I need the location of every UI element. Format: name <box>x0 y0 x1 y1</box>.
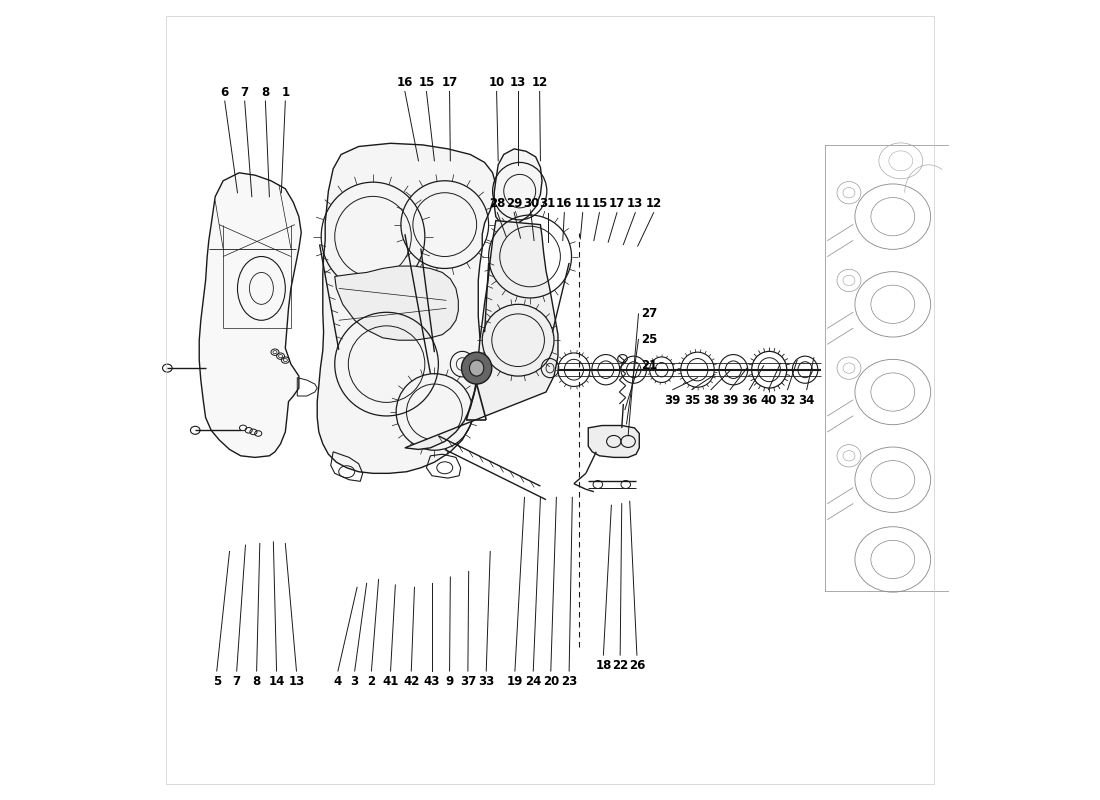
Text: 27: 27 <box>641 307 657 321</box>
Text: 41: 41 <box>383 675 398 688</box>
Text: 28: 28 <box>490 198 506 210</box>
Text: 36: 36 <box>741 394 758 406</box>
Text: 10: 10 <box>488 76 505 89</box>
Text: 17: 17 <box>441 76 458 89</box>
Text: 4: 4 <box>333 675 342 688</box>
Text: 12: 12 <box>646 198 662 210</box>
Text: 17: 17 <box>608 198 625 210</box>
Polygon shape <box>334 266 459 340</box>
Text: 5: 5 <box>212 675 221 688</box>
Ellipse shape <box>470 360 484 376</box>
Text: 20: 20 <box>542 675 559 688</box>
Text: 8: 8 <box>262 86 270 98</box>
Text: 7: 7 <box>232 675 241 688</box>
Text: 30: 30 <box>522 198 539 210</box>
Text: 12: 12 <box>531 76 548 89</box>
Text: 15: 15 <box>418 76 434 89</box>
Text: 6: 6 <box>221 86 229 98</box>
Text: 43: 43 <box>424 675 440 688</box>
Text: 2: 2 <box>367 675 375 688</box>
Polygon shape <box>494 149 542 225</box>
Text: 16: 16 <box>557 198 572 210</box>
Text: 9: 9 <box>446 675 453 688</box>
Text: 38: 38 <box>703 394 719 406</box>
Text: 22: 22 <box>612 659 628 672</box>
Text: 25: 25 <box>641 333 658 346</box>
Text: 11: 11 <box>574 198 591 210</box>
Text: 24: 24 <box>525 675 541 688</box>
Text: 13: 13 <box>627 198 644 210</box>
Text: 18: 18 <box>595 659 612 672</box>
Text: 7: 7 <box>241 86 249 98</box>
Text: 31: 31 <box>539 198 556 210</box>
Polygon shape <box>199 173 301 458</box>
Text: 19: 19 <box>507 675 524 688</box>
Text: 35: 35 <box>684 394 700 406</box>
Text: 40: 40 <box>760 394 777 406</box>
Text: 16: 16 <box>397 76 414 89</box>
Polygon shape <box>405 221 558 450</box>
Text: 29: 29 <box>506 198 522 210</box>
Text: 42: 42 <box>403 675 419 688</box>
Text: 33: 33 <box>478 675 494 688</box>
Text: 39: 39 <box>722 394 738 406</box>
Text: 21: 21 <box>641 359 657 372</box>
Text: 34: 34 <box>799 394 815 406</box>
Text: 15: 15 <box>591 198 607 210</box>
Text: 39: 39 <box>664 394 681 406</box>
Text: 13: 13 <box>510 76 526 89</box>
Text: 3: 3 <box>351 675 359 688</box>
Polygon shape <box>588 426 639 458</box>
Text: 13: 13 <box>288 675 305 688</box>
Text: 37: 37 <box>460 675 476 688</box>
Ellipse shape <box>462 352 492 384</box>
Text: 23: 23 <box>561 675 578 688</box>
Text: 1: 1 <box>282 86 289 98</box>
Text: 26: 26 <box>629 659 645 672</box>
Text: 8: 8 <box>253 675 261 688</box>
Text: 32: 32 <box>780 394 795 406</box>
Text: 14: 14 <box>268 675 285 688</box>
Polygon shape <box>317 143 496 474</box>
